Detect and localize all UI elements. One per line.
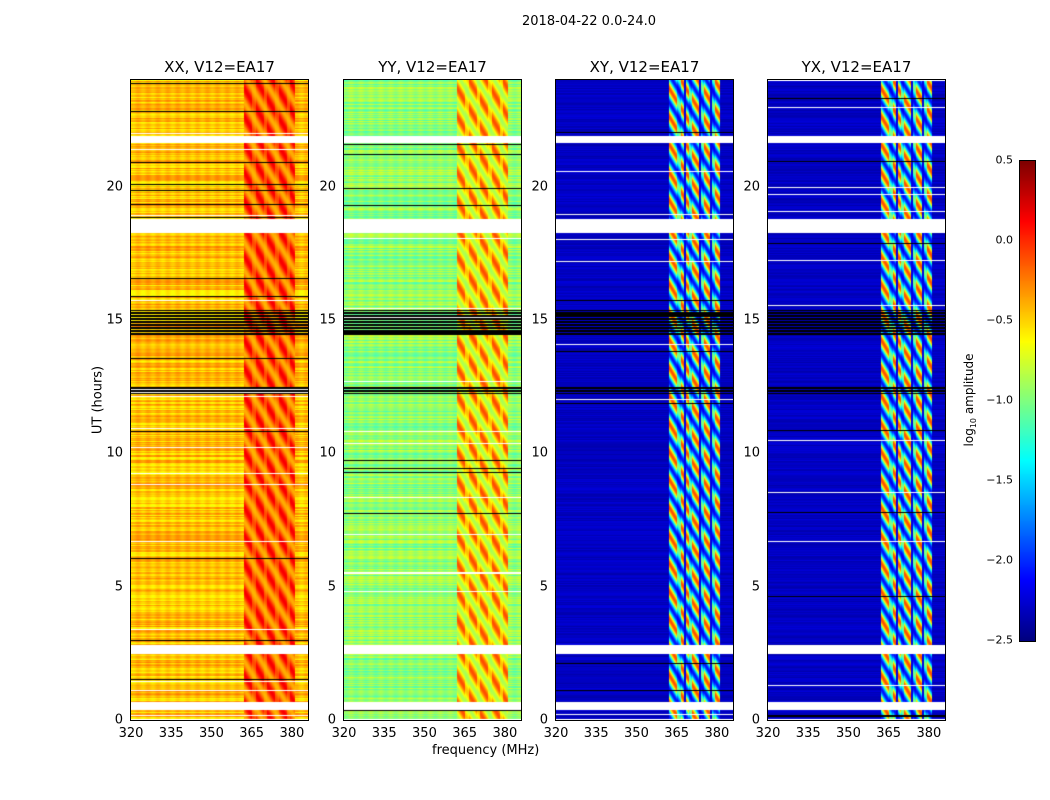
y-tick-label: 15: [319, 312, 336, 328]
y-tick-label: 10: [319, 445, 336, 461]
x-axis-label: frequency (MHz): [432, 743, 540, 758]
heatmap: [556, 80, 733, 720]
panel-0: XX, V12=EA17 320 335 350 365 380 0 5 10 15 20: [106, 58, 309, 741]
y-tick-label: 20: [743, 179, 760, 195]
y-tick-label: 10: [743, 445, 760, 461]
colorbar-tick-label: 0.5: [995, 153, 1014, 167]
panel-title: YY, V12=EA17: [378, 58, 487, 76]
colorbar-tick-label: 0.0: [995, 233, 1014, 247]
x-tick-label: 350: [412, 726, 437, 741]
colorbar-tick-label: −1.5: [986, 473, 1013, 487]
heatmap: [131, 80, 308, 720]
y-tick-label: 5: [539, 579, 548, 595]
x-tick-label: 335: [795, 726, 821, 741]
y-tick-label: 15: [743, 312, 760, 328]
y-tick-label: 20: [531, 179, 548, 195]
x-tick-label: 335: [371, 726, 397, 741]
heatmap: [768, 80, 945, 720]
y-tick-label: 15: [106, 312, 123, 328]
figure-title: 2018-04-22 0.0-24.0: [522, 14, 656, 29]
x-tick-label: 320: [331, 726, 357, 741]
colorbar-tick-label: −1.0: [986, 393, 1013, 407]
y-tick-label: 0: [539, 712, 548, 728]
panel-2: XY, V12=EA17 320 335 350 365 380 0 5 10 15 20: [531, 58, 734, 741]
y-tick-label: 5: [751, 579, 760, 595]
x-tick-label: 380: [704, 726, 730, 741]
y-tick-label: 0: [751, 712, 760, 728]
x-tick-label: 380: [916, 726, 942, 741]
panel-title: XY, V12=EA17: [589, 58, 700, 76]
y-axis-label: UT (hours): [90, 365, 106, 435]
x-tick-label: 350: [836, 726, 861, 741]
y-tick-label: 20: [106, 179, 123, 195]
y-tick-label: 15: [531, 312, 548, 328]
x-tick-label: 335: [158, 726, 184, 741]
x-tick-label: 320: [755, 726, 781, 741]
x-tick-label: 365: [664, 726, 690, 741]
x-tick-label: 365: [876, 726, 902, 741]
y-tick-label: 10: [531, 445, 548, 461]
x-tick-label: 350: [624, 726, 649, 741]
x-tick-label: 335: [583, 726, 609, 741]
y-tick-label: 5: [114, 579, 123, 595]
y-tick-label: 0: [327, 712, 336, 728]
y-tick-label: 0: [114, 712, 123, 728]
panel-title: XX, V12=EA17: [164, 58, 275, 76]
x-tick-label: 380: [492, 726, 518, 741]
colorbar-label: log10 amplitude: [961, 353, 979, 447]
colorbar: [1019, 160, 1036, 642]
x-tick-label: 380: [279, 726, 305, 741]
heatmap: [344, 80, 521, 720]
y-tick-label: 20: [319, 179, 336, 195]
x-tick-label: 365: [239, 726, 265, 741]
colorbar-tick-label: −0.5: [986, 313, 1013, 327]
x-tick-label: 350: [199, 726, 224, 741]
y-tick-label: 10: [106, 445, 123, 461]
panel-3: YX, V12=EA17 320 335 350 365 380 0 5 10 15 20: [743, 58, 946, 741]
x-tick-label: 320: [543, 726, 569, 741]
panel-title: YX, V12=EA17: [801, 58, 912, 76]
panel-1: YY, V12=EA17 320 335 350 365 380 0 5 10 15 20: [319, 58, 522, 741]
colorbar-tick-label: −2.0: [986, 553, 1013, 567]
x-tick-label: 320: [118, 726, 144, 741]
y-tick-label: 5: [327, 579, 336, 595]
x-tick-label: 365: [452, 726, 478, 741]
colorbar-tick-label: −2.5: [986, 633, 1013, 647]
